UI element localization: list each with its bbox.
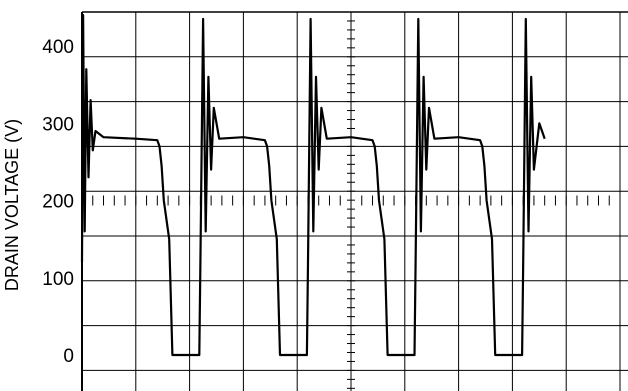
y-tick-labels: 0 100 200 300 400 bbox=[42, 37, 74, 367]
y-tick-label: 0 bbox=[63, 346, 74, 367]
y-tick-label: 300 bbox=[42, 114, 74, 135]
y-tick-label: 200 bbox=[42, 192, 74, 213]
y-tick-label: 400 bbox=[42, 37, 74, 58]
drain-voltage-trace bbox=[80, 14, 546, 357]
y-tick-label: 100 bbox=[42, 269, 74, 290]
y-axis-title: DRAIN VOLTAGE (V) bbox=[2, 119, 22, 291]
trace-group bbox=[80, 14, 546, 357]
